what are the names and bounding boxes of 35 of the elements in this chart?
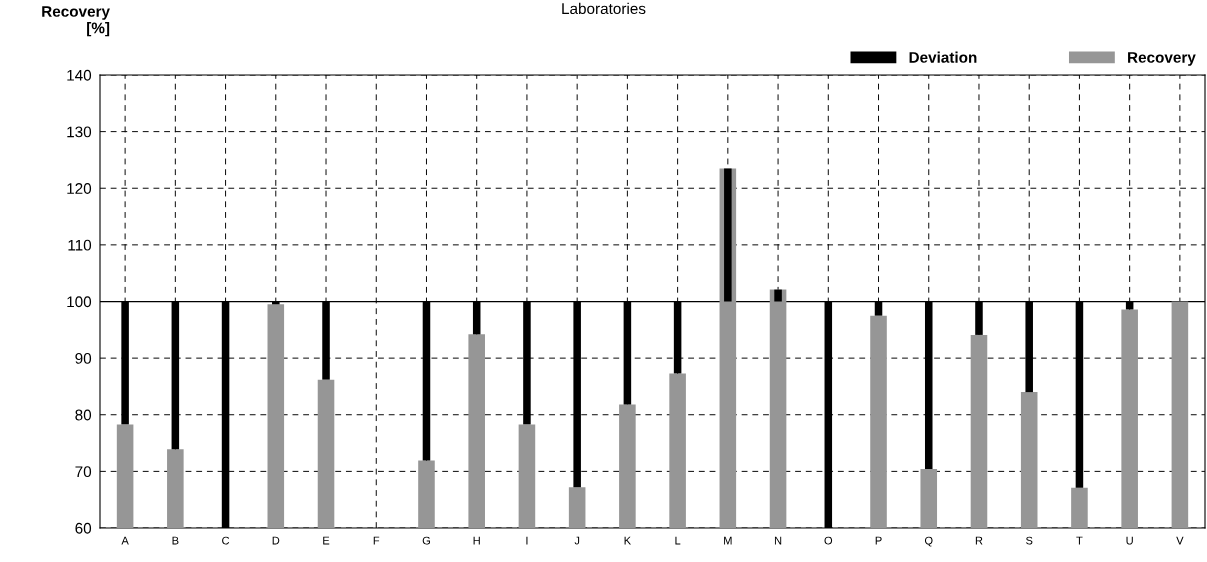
x-tick-label: S (1026, 536, 1033, 545)
legend-label: Deviation (909, 51, 977, 63)
x-tick-label: U (1126, 536, 1133, 545)
chart-title: Laboratories (562, 2, 646, 15)
y-tick-label: 110 (68, 239, 92, 251)
x-tick-label: J (574, 536, 580, 545)
x-tick-label: R (975, 536, 983, 545)
x-tick-label: N (774, 536, 782, 545)
y-tick-label: 80 (75, 409, 92, 421)
x-tick-label: V (1176, 536, 1184, 545)
x-tick-label: F (373, 536, 380, 545)
x-tick-label: E (323, 536, 330, 545)
x-tick-label: M (724, 536, 732, 545)
x-tick-label: B (172, 536, 179, 545)
y-tick-label: 60 (75, 522, 92, 534)
x-tick-label: H (473, 536, 480, 545)
y-tick-label: 70 (75, 466, 92, 478)
legend-label: Recovery (1128, 52, 1196, 66)
x-tick-label: D (272, 536, 280, 545)
y-axis-title: Recovery [%] (42, 6, 110, 37)
y-tick-label: 90 (75, 352, 92, 364)
x-tick-label: C (222, 536, 230, 545)
x-tick-label: L (675, 536, 681, 545)
x-tick-label: T (1076, 536, 1083, 545)
x-tick-label: K (624, 536, 631, 545)
x-tick-label: O (824, 536, 833, 545)
y-tick-label: 140 (67, 69, 92, 81)
y-tick-label: 120 (67, 183, 92, 194)
x-tick-label: P (875, 536, 882, 545)
x-tick-label: I (526, 536, 528, 545)
x-tick-label: G (422, 536, 430, 545)
x-tick-label: A (121, 536, 129, 545)
y-tick-label: 130 (67, 126, 92, 138)
y-tick-label: 100 (67, 296, 92, 308)
x-tick-label: Q (924, 536, 933, 547)
